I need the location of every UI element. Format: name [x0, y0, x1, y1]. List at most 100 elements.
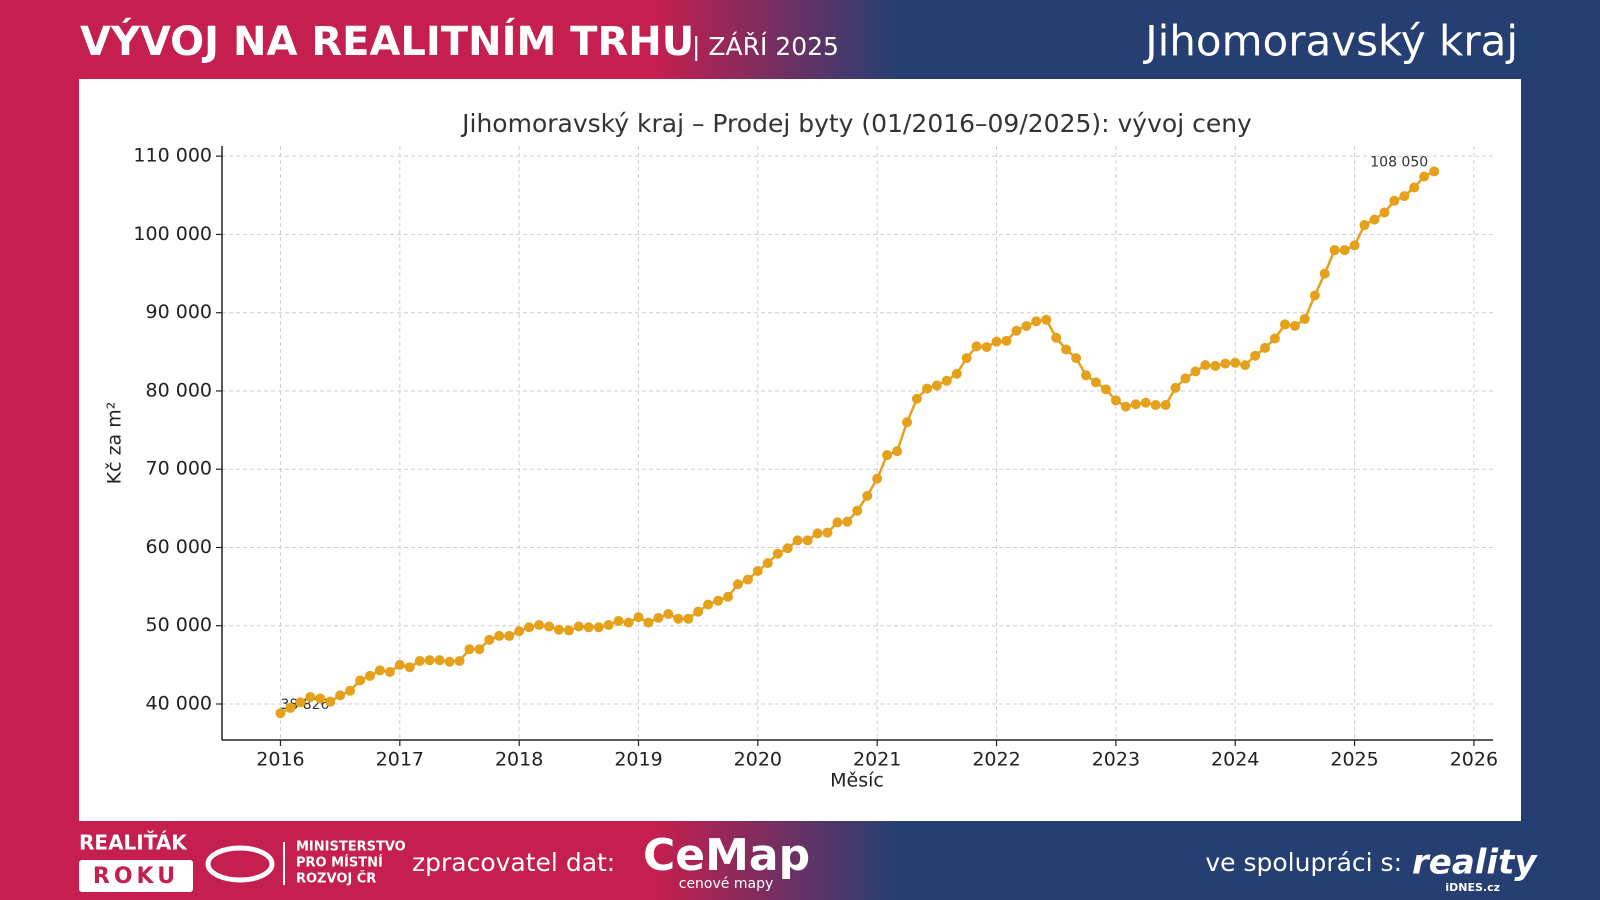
data-point [355, 675, 366, 686]
data-point [1369, 214, 1380, 225]
data-point [325, 696, 336, 707]
data-point [862, 490, 873, 501]
data-point [1051, 332, 1062, 343]
data-point [802, 535, 813, 546]
header-region: Jihomoravský kraj [1142, 17, 1518, 66]
data-point [1140, 397, 1151, 408]
data-point [1170, 382, 1181, 393]
data-point [792, 535, 803, 546]
y-tick-label: 80 000 [146, 379, 212, 401]
data-point [1180, 373, 1191, 384]
data-point [782, 543, 793, 554]
data-point [603, 619, 614, 630]
data-point [464, 644, 475, 655]
processor-sub: cenové mapy [679, 876, 774, 892]
data-point [285, 702, 296, 713]
data-point [424, 655, 435, 666]
data-point [434, 655, 445, 666]
data-point [772, 548, 783, 559]
data-point [1210, 360, 1221, 371]
x-tick-label: 2021 [853, 749, 901, 771]
data-point [693, 606, 704, 617]
x-tick-label: 2020 [734, 749, 782, 771]
data-point [663, 609, 674, 619]
y-tick-label: 40 000 [146, 693, 212, 715]
data-point [1160, 400, 1171, 411]
data-point [882, 450, 893, 461]
y-tick-label: 70 000 [146, 458, 212, 480]
data-point [1260, 342, 1271, 353]
data-point [812, 528, 823, 539]
data-point [872, 473, 883, 484]
data-point [335, 690, 346, 701]
data-point [713, 595, 724, 606]
data-point [981, 342, 992, 353]
data-point [842, 516, 853, 527]
x-tick-label: 2023 [1092, 749, 1140, 771]
data-point [1329, 245, 1340, 256]
data-point [504, 630, 515, 641]
data-point [752, 565, 763, 576]
data-point [484, 634, 495, 645]
ministry-line: MINISTERSTVO [296, 840, 406, 855]
data-point [961, 353, 972, 364]
data-point [494, 630, 505, 641]
data-point [524, 622, 535, 633]
x-tick-label: 2017 [376, 749, 424, 771]
data-point [454, 655, 465, 666]
data-point [703, 599, 714, 610]
y-tick-label: 60 000 [146, 536, 212, 558]
data-point [762, 558, 773, 569]
data-point [474, 644, 485, 655]
data-point [295, 697, 306, 708]
data-point [1289, 321, 1300, 331]
data-point [593, 622, 604, 633]
data-point [1279, 319, 1290, 330]
data-point [941, 375, 952, 386]
data-point [1319, 268, 1330, 279]
processor-logo: CeMap [643, 830, 810, 881]
data-point [1250, 350, 1261, 361]
data-point [414, 655, 425, 666]
data-point [534, 619, 545, 630]
partner-sub: iDNES.cz [1445, 881, 1500, 894]
header-title: VÝVOJ NA REALITNÍM TRHU [80, 16, 694, 65]
chart-title: Jihomoravský kraj – Prodej byty (01/2016… [460, 109, 1252, 138]
data-point [971, 341, 982, 352]
data-point [374, 665, 385, 676]
partner-label: ve spolupráci s: [1205, 848, 1402, 877]
data-point [1349, 240, 1360, 251]
data-point [1100, 384, 1111, 395]
data-point [653, 612, 664, 623]
data-point [394, 659, 405, 670]
data-point [275, 708, 286, 719]
data-point [1269, 333, 1280, 344]
data-point [1001, 335, 1012, 346]
data-point [1200, 360, 1211, 371]
x-tick-label: 2025 [1330, 749, 1378, 771]
y-axis-label: Kč za m² [104, 402, 126, 485]
data-point [742, 574, 753, 585]
data-point [1359, 220, 1370, 231]
data-point [1220, 358, 1231, 369]
data-point [1130, 399, 1141, 410]
data-point [444, 656, 455, 667]
data-point [573, 621, 584, 632]
award-top: REALIŤÁK [79, 831, 188, 855]
data-point [1150, 400, 1161, 411]
data-point [931, 380, 942, 391]
data-label: 108 050 [1370, 154, 1428, 170]
data-point [911, 393, 922, 404]
x-tick-label: 2019 [614, 749, 662, 771]
data-point [673, 613, 684, 624]
data-point [951, 368, 962, 379]
data-point [1071, 353, 1082, 364]
data-point [732, 579, 743, 590]
data-point [1061, 344, 1072, 355]
data-point [892, 446, 903, 457]
award-box [79, 860, 193, 892]
data-point [643, 617, 654, 628]
data-point [921, 383, 932, 394]
